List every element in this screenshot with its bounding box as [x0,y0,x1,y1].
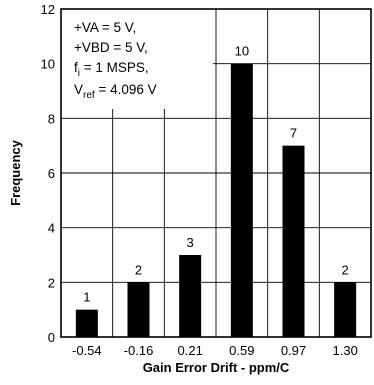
bar-data-label: 7 [290,126,297,141]
data-labels: 1 2 3 10 7 2 [83,44,349,305]
annotation-box: +VA = 5 V, +VBD = 5 V, fi = 1 MSPS, Vref… [61,9,213,109]
bar-data-label: 3 [187,235,194,250]
annotation-line-1: +VA = 5 V, [74,20,136,35]
x-tick-labels: -0.54 -0.16 0.21 0.59 0.97 1.30 [72,343,358,358]
y-tick-label: 6 [48,166,55,181]
annotation-line-3: fi = 1 MSPS, [74,60,149,79]
y-tick-label: 0 [48,330,55,345]
y-axis-title: Frequency [8,139,23,206]
x-tick-label: -0.16 [124,343,154,358]
annotation-line-4: Vref = 4.096 V [74,82,157,101]
x-tick-label: 0.21 [178,343,203,358]
bar [75,309,98,337]
x-tick-label: 0.97 [281,343,306,358]
y-tick-labels: 0 2 4 6 8 10 12 [41,2,55,345]
bar-data-label: 2 [135,262,142,277]
bar [334,282,357,337]
bar [230,63,253,338]
y-tick-label: 8 [48,111,55,126]
bar [179,255,202,337]
x-tick-label: -0.54 [72,343,102,358]
bar-data-label: 2 [342,262,349,277]
x-axis-title: Gain Error Drift - ppm/C [143,360,290,375]
plot-frame [60,8,372,338]
y-tick-label: 12 [41,2,55,17]
x-tick-label: 1.30 [333,343,358,358]
bar-data-label: 10 [235,44,249,59]
annotation-background [61,9,213,109]
bar [127,282,150,337]
bar [282,145,305,337]
y-tick-label: 4 [48,221,55,236]
bars [75,63,357,338]
annotation-line-2: +VBD = 5 V, [74,40,148,55]
x-tick-label: 0.59 [229,343,254,358]
y-tick-label: 10 [41,57,55,72]
y-tick-label: 2 [48,275,55,290]
bar-data-label: 1 [83,290,90,305]
